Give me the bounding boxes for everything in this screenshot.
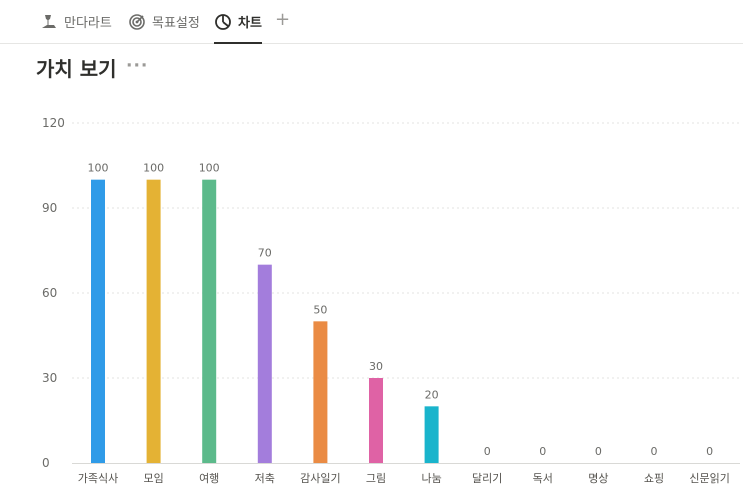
- x-tick-label: 감사일기: [300, 471, 340, 485]
- x-tick-label: 나눔: [421, 472, 441, 485]
- x-tick-label: 그림: [366, 472, 386, 485]
- y-tick-label: 30: [42, 371, 57, 385]
- tab-label: 만다라트: [64, 16, 112, 31]
- x-tick-label: 가족식사: [78, 472, 118, 485]
- x-tick-label: 신문읽기: [689, 472, 729, 485]
- y-tick-label: 60: [42, 286, 57, 300]
- data-label: 0: [595, 445, 602, 458]
- data-label: 70: [258, 247, 272, 260]
- bar: [257, 264, 272, 463]
- data-label: 30: [369, 360, 383, 373]
- add-tab-button[interactable]: +: [275, 9, 291, 30]
- data-label: 0: [706, 445, 713, 458]
- pin-icon: [40, 13, 58, 31]
- y-tick-label: 0: [42, 456, 50, 470]
- data-label: 0: [651, 445, 658, 458]
- data-label: 20: [425, 388, 439, 401]
- tab-label: 목표설정: [152, 16, 200, 31]
- data-label: 50: [313, 303, 327, 316]
- data-label: 100: [199, 162, 220, 175]
- data-label: 100: [143, 162, 164, 175]
- pie-chart-icon: [214, 13, 232, 31]
- x-tick-label: 달리기: [472, 472, 502, 485]
- x-tick-label: 독서: [533, 472, 553, 485]
- data-label: 100: [88, 162, 109, 175]
- page-title: 가치 보기: [36, 57, 117, 81]
- bar: [313, 321, 328, 463]
- view-tabs: 만다라트 목표설정 차트 +: [0, 0, 743, 44]
- tab-chart[interactable]: 차트: [214, 0, 262, 44]
- target-icon: [128, 13, 146, 31]
- bar: [91, 179, 105, 463]
- x-tick-label: 명상: [588, 472, 608, 485]
- tab-goal-setting[interactable]: 목표설정: [128, 0, 200, 43]
- data-label: 0: [484, 445, 491, 458]
- bar: [202, 179, 217, 463]
- x-tick-label: 여행: [199, 472, 219, 485]
- tab-label: 차트: [238, 16, 262, 31]
- x-tick-label: 저축: [255, 472, 275, 485]
- data-label: 0: [539, 445, 546, 458]
- x-tick-label: 쇼핑: [644, 472, 664, 485]
- y-tick-label: 90: [42, 201, 57, 215]
- bar: [424, 406, 439, 463]
- tab-mandalart[interactable]: 만다라트: [40, 0, 112, 43]
- y-tick-label: 120: [42, 116, 65, 130]
- x-tick-label: 모임: [143, 472, 163, 485]
- bar: [369, 378, 383, 463]
- more-options-button[interactable]: ···: [126, 56, 149, 76]
- bar: [146, 179, 161, 463]
